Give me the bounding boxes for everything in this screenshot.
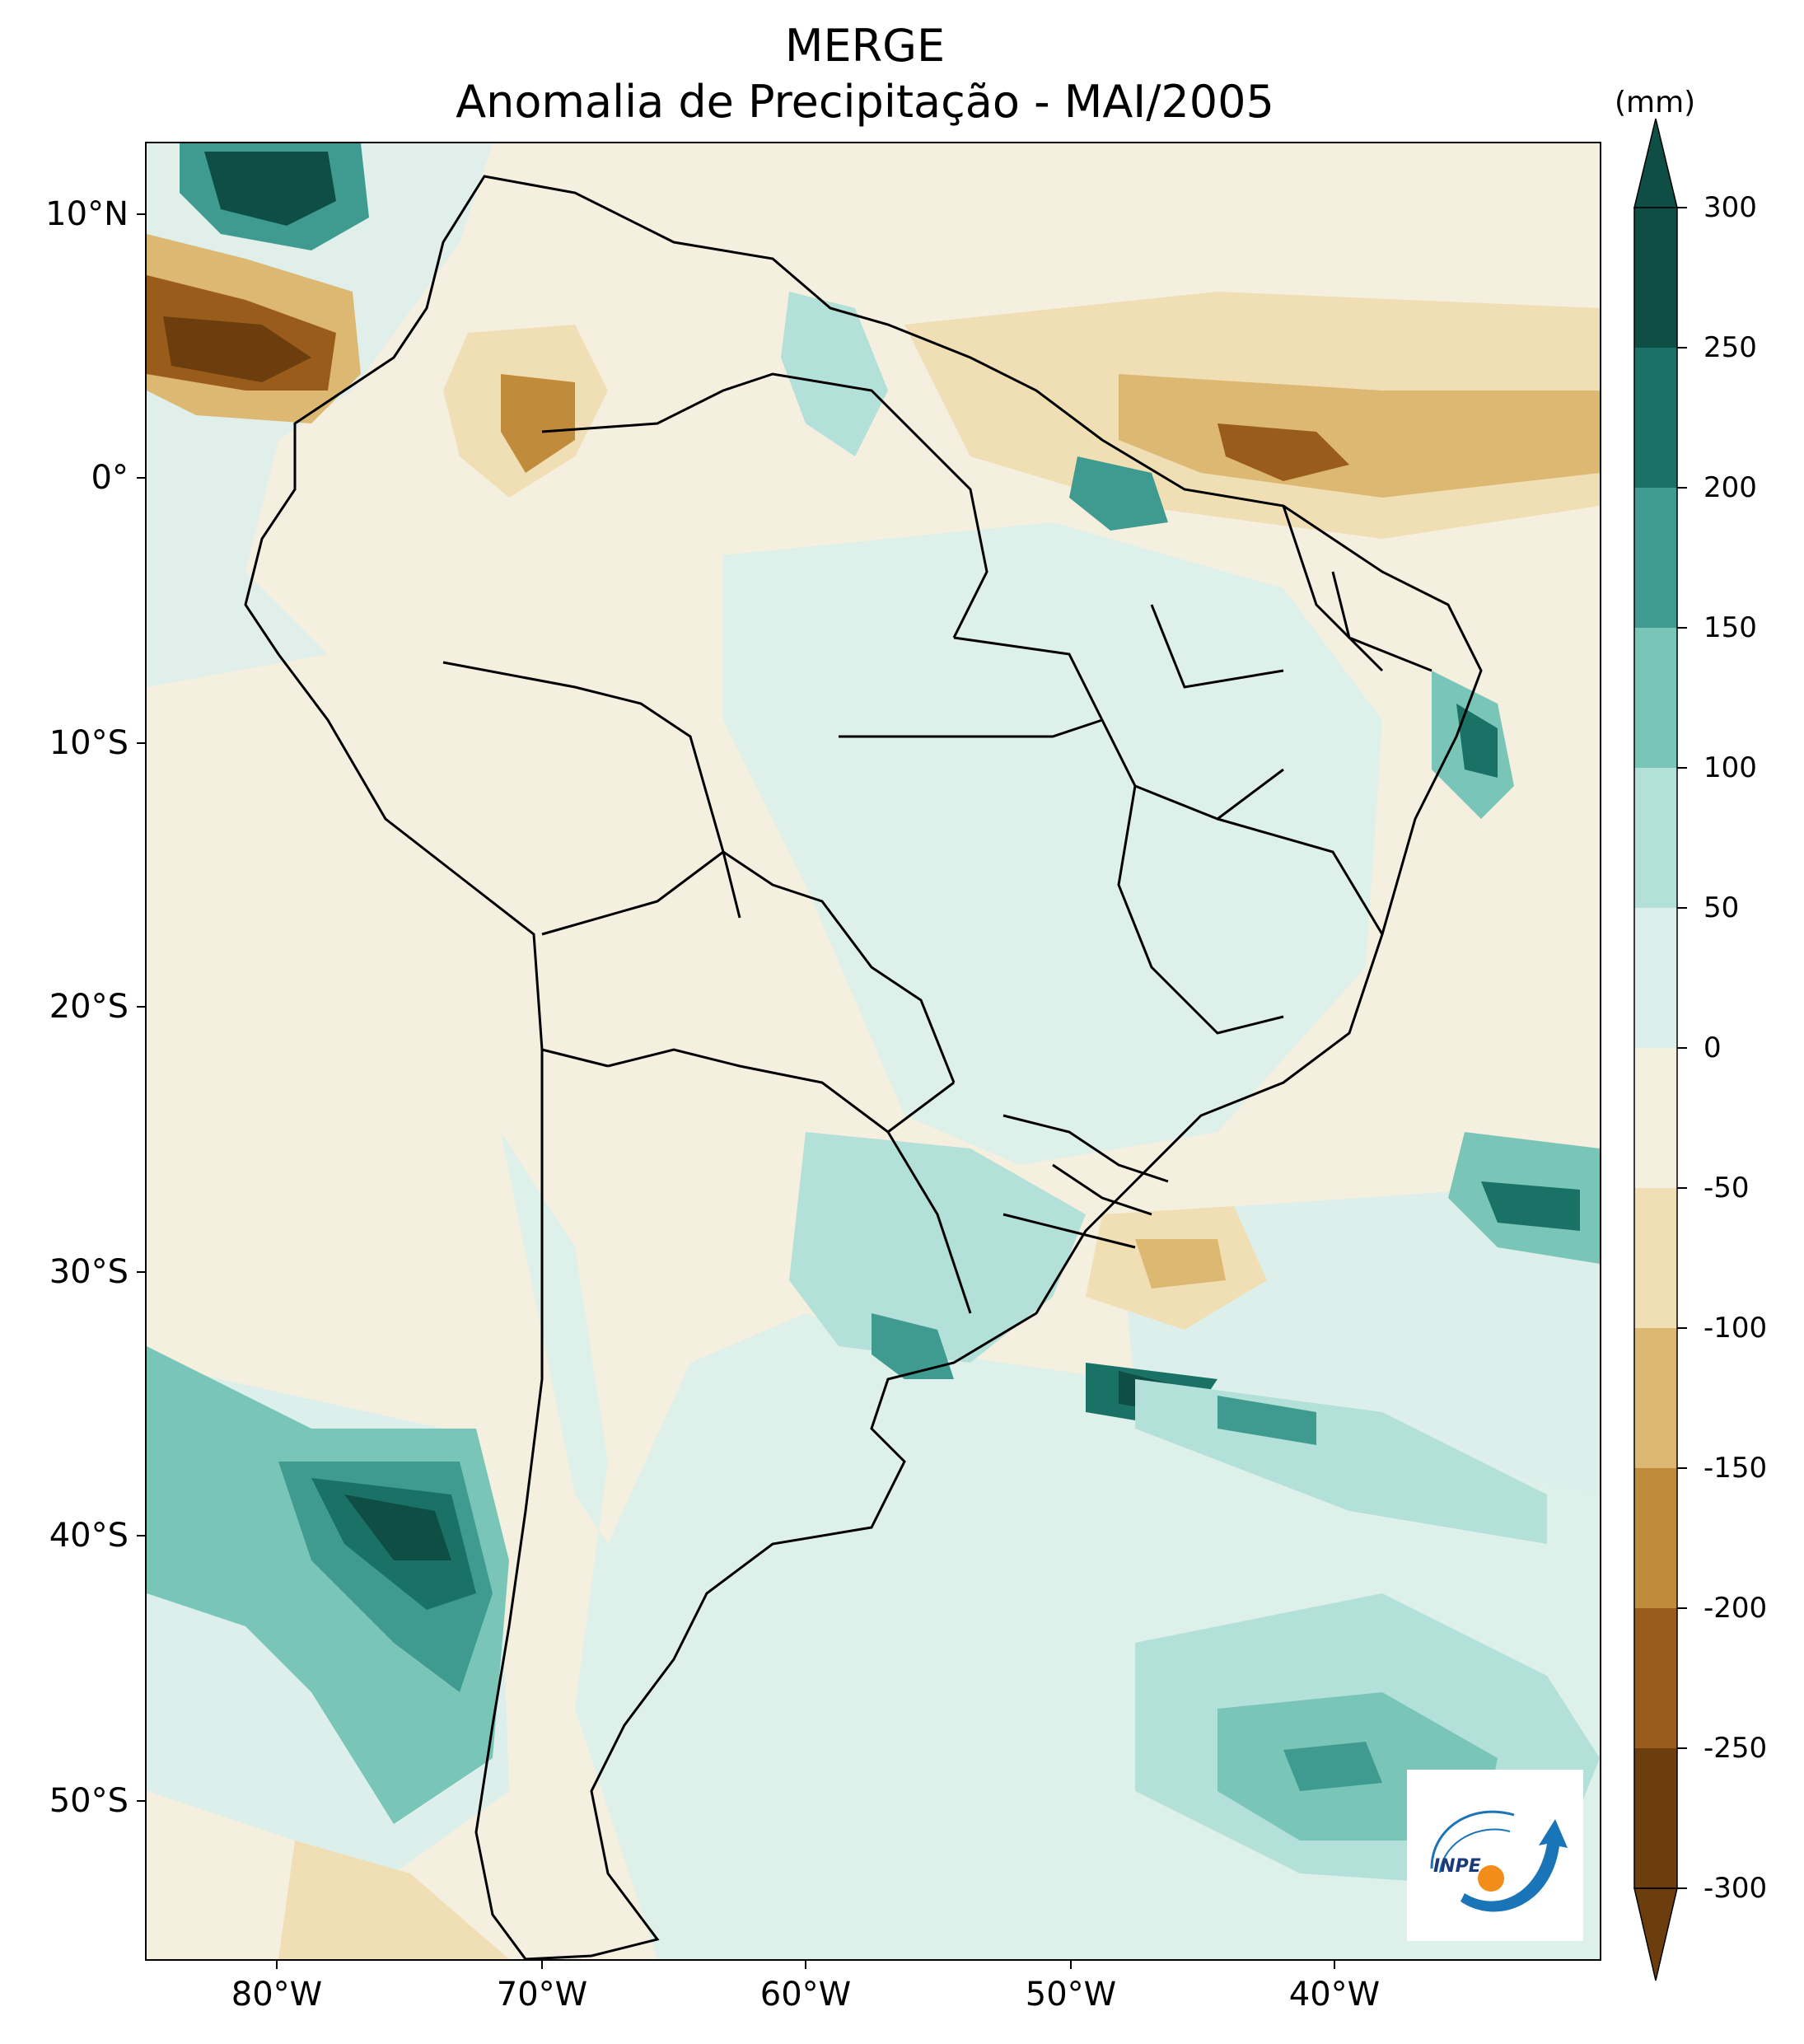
colorbar-tick-label: 0 xyxy=(1704,1031,1722,1064)
colorbar-tick xyxy=(1677,487,1687,489)
lat-tick xyxy=(137,213,145,215)
lon-tick xyxy=(276,1961,278,1969)
lat-label-40s: 40°S xyxy=(49,1517,129,1555)
colorbar-tick-label: -100 xyxy=(1704,1312,1768,1345)
colorbar-tick xyxy=(1677,1047,1687,1049)
colorbar-tick xyxy=(1677,1887,1687,1889)
colorbar-segment xyxy=(1634,208,1677,348)
colorbar-segment xyxy=(1634,348,1677,488)
colorbar-tick xyxy=(1677,1467,1687,1469)
lon-label-40w: 40°W xyxy=(1288,1976,1381,2014)
colorbar-tick-label: -200 xyxy=(1704,1592,1768,1625)
lon-label-80w: 80°W xyxy=(231,1976,323,2014)
colorbar-tick-label: 300 xyxy=(1704,191,1757,224)
colorbar-segment xyxy=(1634,1188,1677,1328)
lat-label-10s: 10°S xyxy=(49,724,129,762)
colorbar-segment xyxy=(1634,908,1677,1048)
colorbar-segment xyxy=(1634,1468,1677,1608)
lon-tick xyxy=(1334,1961,1335,1969)
colorbar-tick-label: 250 xyxy=(1704,331,1757,364)
colorbar-segment xyxy=(1634,1328,1677,1468)
lat-tick xyxy=(137,1006,145,1008)
colorbar-tick xyxy=(1677,627,1687,629)
map-panel xyxy=(145,142,1601,1961)
colorbar-tick-label: 200 xyxy=(1704,471,1757,504)
lon-tick xyxy=(805,1961,806,1969)
colorbar xyxy=(1633,118,1678,1981)
colorbar-tick xyxy=(1677,207,1687,208)
colorbar-extend-max xyxy=(1633,118,1678,208)
colorbar-segment xyxy=(1634,1608,1677,1748)
colorbar-tick-label: -250 xyxy=(1704,1732,1768,1765)
colorbar-tick xyxy=(1677,1747,1687,1749)
colorbar-tick-label: 100 xyxy=(1704,751,1757,784)
lat-tick xyxy=(137,1271,145,1273)
lat-label-50s: 50°S xyxy=(49,1782,129,1820)
colorbar-unit: (mm) xyxy=(1615,86,1696,119)
map-subtitle: Anomalia de Precipitação - MAI/2005 xyxy=(456,76,1274,128)
lat-label-0: 0° xyxy=(91,459,129,497)
colorbar-segment xyxy=(1634,628,1677,768)
colorbar-tick xyxy=(1677,767,1687,769)
colorbar-segment xyxy=(1634,488,1677,628)
colorbar-tick xyxy=(1677,907,1687,909)
colorbar-segment xyxy=(1634,1048,1677,1188)
map-title: MERGE xyxy=(784,20,946,72)
lat-label-30s: 30°S xyxy=(49,1253,129,1291)
lat-label-10n: 10°N xyxy=(45,195,129,233)
lon-label-50w: 50°W xyxy=(1025,1976,1117,2014)
colorbar-extend-min xyxy=(1633,1887,1678,1981)
lat-label-20s: 20°S xyxy=(49,988,129,1026)
colorbar-tick-label: 150 xyxy=(1704,611,1757,644)
colorbar-tick-label: -150 xyxy=(1704,1452,1768,1485)
inpe-logo: INPE xyxy=(1407,1770,1583,1941)
colorbar-tick-label: -50 xyxy=(1704,1172,1750,1204)
colorbar-tick-label: -300 xyxy=(1704,1872,1768,1905)
colorbar-segment xyxy=(1634,768,1677,908)
lat-tick xyxy=(137,1535,145,1537)
colorbar-tick-label: 50 xyxy=(1704,891,1740,924)
lon-label-70w: 70°W xyxy=(496,1976,588,2014)
colorbar-tick xyxy=(1677,1187,1687,1189)
lat-tick xyxy=(137,742,145,744)
colorbar-segment xyxy=(1634,1748,1677,1888)
colorbar-tick xyxy=(1677,1607,1687,1609)
inpe-logo-icon: INPE xyxy=(1430,1810,1568,1912)
colorbar-tick xyxy=(1677,347,1687,348)
map-canvas xyxy=(147,143,1600,1959)
lon-tick xyxy=(541,1961,543,1969)
lon-label-60w: 60°W xyxy=(759,1976,852,2014)
anomaly-fields xyxy=(147,143,1600,1959)
lat-tick xyxy=(137,1800,145,1802)
lon-tick xyxy=(1070,1961,1072,1969)
lat-tick xyxy=(137,477,145,479)
country-borders xyxy=(244,175,1483,1959)
colorbar-tick xyxy=(1677,1327,1687,1329)
svg-text:INPE: INPE xyxy=(1433,1856,1481,1877)
